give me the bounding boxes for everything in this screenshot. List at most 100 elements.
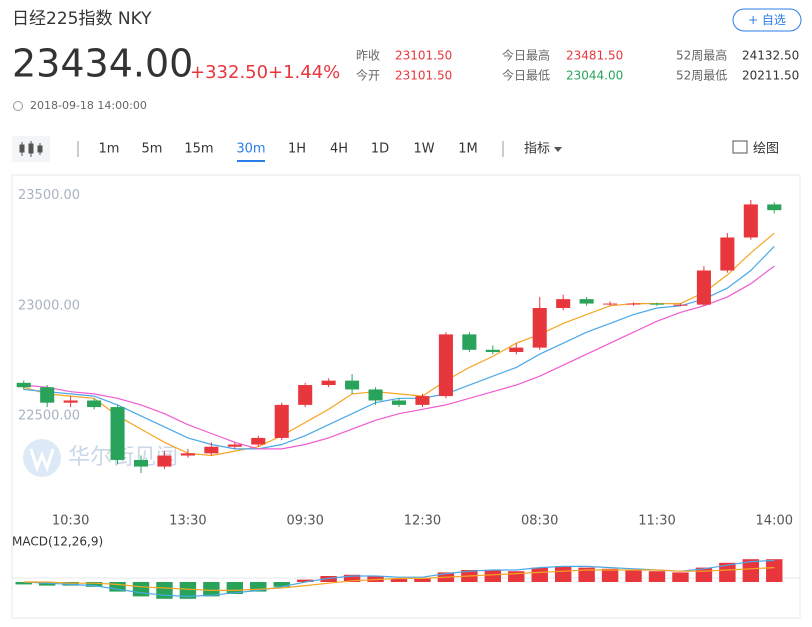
interval-tab[interactable]: 15m: [184, 142, 213, 157]
indicator-menu[interactable]: 指标: [524, 142, 550, 157]
candle-body: [180, 453, 195, 456]
candle-body: [743, 204, 758, 238]
candle-body: [87, 400, 102, 408]
macd-bar: [554, 566, 572, 582]
candle-body: [603, 303, 618, 305]
interval-tab[interactable]: 1M: [458, 142, 478, 157]
watermark-logo-mark: [29, 448, 55, 473]
macd-bar: [484, 570, 502, 582]
candle-body: [345, 380, 360, 390]
macd-bar: [578, 567, 595, 582]
macd-bar: [132, 582, 150, 597]
candle-body: [696, 270, 711, 305]
x-tick-label: 13:30: [169, 514, 206, 529]
interval-tab[interactable]: 1m: [99, 142, 120, 157]
candle-body: [767, 204, 782, 211]
candle-body: [16, 382, 31, 388]
candle-body: [391, 400, 407, 405]
watch-button[interactable]: [732, 8, 802, 32]
x-tick-label: 09:30: [286, 514, 323, 529]
macd-bar: [625, 570, 642, 582]
change-pct: +1.44%: [268, 62, 340, 83]
y-tick-label: 23500.00: [18, 188, 80, 203]
stat-value: 23101.50: [395, 49, 452, 63]
y-tick-label: 22500.00: [18, 408, 80, 423]
draw-icon: [732, 140, 748, 154]
candle-body: [673, 304, 688, 306]
stat-label: 昨收: [356, 49, 380, 63]
candle-body: [204, 446, 219, 454]
stat-value: 23044.00: [566, 69, 623, 83]
dropdown-arrow: [554, 147, 562, 152]
interval-tab[interactable]: 1H: [288, 142, 306, 157]
candle-body: [133, 459, 149, 467]
candle-body: [532, 307, 547, 348]
x-tick-label: 12:30: [404, 514, 441, 529]
title: 日经225指数 NKY: [12, 9, 152, 29]
moving-average-line: [23, 265, 775, 450]
macd-bar: [648, 571, 666, 582]
macd-bar: [296, 579, 314, 582]
x-tick-label: 08:30: [521, 514, 558, 529]
macd-bar: [109, 582, 126, 592]
candle-body: [649, 303, 665, 305]
x-tick-label: 11:30: [638, 514, 675, 529]
candle-body: [40, 387, 55, 403]
candle-body: [251, 437, 266, 445]
macd-bar: [766, 559, 783, 582]
macd-bar: [531, 567, 548, 582]
macd-bar: [15, 582, 32, 585]
stat-label: 52周最低: [676, 69, 727, 83]
y-tick-label: 23000.00: [18, 298, 80, 313]
moving-average-line: [23, 232, 775, 457]
macd-bar: [273, 582, 290, 587]
candle-body: [415, 396, 430, 405]
stat-value: 20211.50: [742, 69, 799, 83]
datetime: 2018-09-18 14:00:00: [30, 99, 147, 112]
candle-body: [368, 389, 383, 401]
stat-label: 52周最高: [676, 48, 727, 63]
candle-body: [274, 404, 289, 438]
macd-bar: [742, 559, 760, 582]
candle-body: [579, 299, 594, 304]
stat-label: 今日最高: [502, 48, 550, 63]
interval-tab[interactable]: 4H: [330, 142, 348, 157]
macd-bar: [179, 582, 197, 599]
macd-bar: [85, 582, 103, 587]
interval-tab[interactable]: 30m: [236, 142, 265, 157]
macd-bar: [414, 578, 431, 582]
price: 23434.00: [12, 42, 193, 86]
chart-frame: [11, 174, 801, 619]
macd-bar: [250, 582, 267, 592]
candle-body: [556, 299, 571, 308]
candle-body: [438, 334, 453, 397]
macd-bar: [343, 574, 361, 582]
candle-body: [509, 347, 524, 353]
interval-tab[interactable]: 5m: [142, 142, 163, 157]
interval-tab[interactable]: 1D: [371, 142, 389, 157]
macd-bar: [203, 582, 220, 597]
candle-icon: [19, 141, 43, 157]
candle-body: [462, 334, 477, 350]
macd-line: [23, 567, 775, 591]
x-tick-label: 10:30: [52, 514, 89, 529]
stat-value: 23101.50: [395, 69, 452, 83]
stat-value: 24132.50: [742, 49, 799, 63]
candle-body: [110, 407, 125, 460]
draw-tool[interactable]: 绘图: [753, 142, 779, 157]
candle-body: [485, 349, 500, 353]
stat-label: 今日最低: [502, 68, 550, 83]
macd-bar: [508, 571, 525, 582]
watch-button-label[interactable]: + 自选: [748, 13, 786, 27]
macd-label: MACD(12,26,9): [12, 535, 103, 549]
interval-tab[interactable]: 1W: [413, 142, 434, 157]
candle-body: [626, 303, 641, 305]
candle-body: [298, 385, 313, 405]
candle-body: [720, 237, 735, 271]
macd-bar: [390, 578, 408, 582]
candle-body: [321, 380, 336, 386]
macd-bar: [156, 582, 173, 599]
candle-body: [227, 444, 242, 447]
macd-bar: [672, 572, 689, 582]
